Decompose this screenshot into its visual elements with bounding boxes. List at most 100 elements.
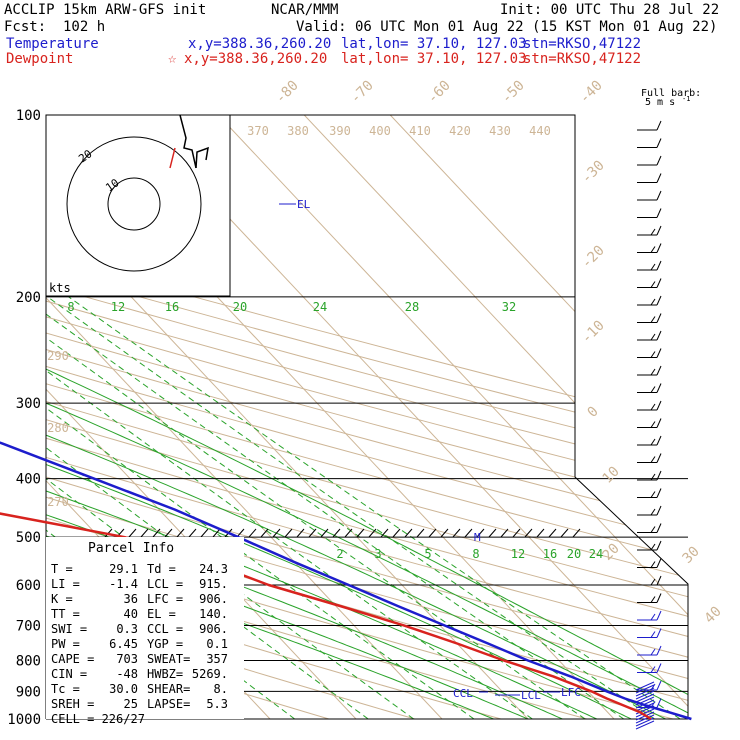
wind-barb-flag <box>656 453 662 463</box>
mixing-ratio-label: 28 <box>405 300 419 314</box>
hodograph-trace <box>179 114 197 169</box>
dewpoint-xy: x,y=388.36,260.20 <box>184 51 328 67</box>
parcel-row-value: 6.45 <box>109 637 138 651</box>
dry-adiabat-line <box>46 115 688 719</box>
wind-barb-flag <box>650 386 656 393</box>
wind-barb-flag <box>656 488 662 498</box>
wind-barb-flag <box>656 435 662 446</box>
mixing-ratio-label: 24 <box>313 300 327 314</box>
parcel-row-label: LI = <box>51 577 80 591</box>
hatch-mark <box>560 528 569 538</box>
wind-barb-flag <box>656 523 662 533</box>
wind-barb-flag <box>656 680 662 691</box>
barb-legend-title: Full barb: <box>641 88 701 99</box>
parcel-row-value: 5269. <box>192 667 228 681</box>
mixing-ratio-label: 16 <box>543 547 557 561</box>
wind-barb-flag <box>656 470 662 481</box>
theta-label: 390 <box>329 124 351 138</box>
pressure-tick-label: 900 <box>16 684 41 700</box>
hatch-mark <box>152 528 161 538</box>
wind-barb-flag <box>656 593 662 603</box>
parcel-row-value: 906. <box>199 592 228 606</box>
hodograph-trace-low <box>169 147 176 169</box>
wind-barb-flag <box>650 491 656 498</box>
mixing-ratio-label: 24 <box>589 547 603 561</box>
temperature-legend-label: Temperature <box>6 36 99 52</box>
dry-adiabat-line <box>46 115 688 719</box>
model-title: ACCLIP 15km ARW-GFS init <box>4 2 207 18</box>
parcel-row-value: 915. <box>199 577 228 591</box>
hatch-mark <box>164 528 173 538</box>
parcel-row-label: SWEAT= <box>147 652 190 666</box>
dry-adiabat-line <box>46 115 688 719</box>
parcel-row-value: 36 <box>124 592 138 606</box>
wind-barb-flag <box>656 155 662 166</box>
wind-barb-flag <box>650 578 656 586</box>
parcel-row-value: 29.1 <box>109 562 138 576</box>
wind-barb-flag <box>650 368 656 376</box>
wind-barb-flag <box>656 208 662 218</box>
theta-label: 280 <box>47 421 69 435</box>
parcel-row-label: SWI = <box>51 622 87 636</box>
wind-barb-flag <box>650 543 656 551</box>
parcel-row-value: 0.3 <box>116 622 138 636</box>
wind-barb-flag <box>656 330 662 341</box>
isotherm-label: -50 <box>499 78 528 107</box>
dry-adiabat-line <box>46 115 688 719</box>
wind-barb-flag <box>656 348 662 358</box>
wind-barb-flag <box>656 418 662 428</box>
parcel-row-label: TT = <box>51 607 80 621</box>
dewpoint-latlon: lat,lon= 37.10, 127.03 <box>341 51 527 67</box>
barb-legend-exponent: -1 <box>682 95 690 103</box>
wind-barb-flag <box>656 383 662 393</box>
wind-barb-flag <box>650 648 656 656</box>
wind-barb-flag <box>650 561 656 568</box>
wind-barb-flag <box>650 631 656 638</box>
mixing-ratio-line <box>68 296 681 719</box>
hodograph: 20 10 kts <box>45 114 231 297</box>
dry-adiabat-line <box>46 115 688 719</box>
wind-barb-flag <box>656 663 662 673</box>
wind-barb-lower <box>635 693 655 703</box>
wind-barb-lower <box>635 687 655 697</box>
dry-adiabat-line <box>46 115 688 719</box>
series-line-temperature <box>0 441 692 721</box>
ccl-marker: CCL <box>453 687 473 700</box>
hatch-mark <box>260 528 269 538</box>
pressure-tick-label: 200 <box>16 290 41 306</box>
hodograph-ring-label: 20 <box>76 147 94 165</box>
hatch-mark <box>536 528 545 538</box>
isotherm-label: 40 <box>702 604 725 627</box>
wind-barb-lower <box>635 684 655 694</box>
wind-barb-flag <box>650 666 656 673</box>
forecast-hour: Fcst: 102 h <box>4 19 106 35</box>
parcel-row-label: EL = <box>147 607 176 621</box>
dry-adiabat-line <box>46 115 688 719</box>
wind-barb-flag <box>656 698 662 708</box>
parcel-row-value: 0.1 <box>206 637 228 651</box>
lfc-marker: LFC <box>561 686 581 699</box>
parcel-row-label: CIN = <box>51 667 87 681</box>
mixing-ratio-label: 12 <box>111 300 125 314</box>
theta-label: 270 <box>47 495 69 509</box>
isotherm-label: -70 <box>348 78 377 107</box>
wind-barb-flag <box>650 456 656 463</box>
hatch-mark <box>380 528 389 538</box>
wind-barb-flag <box>656 575 662 586</box>
hatch-mark <box>140 528 149 538</box>
parcel-row-value: 25 <box>124 697 138 711</box>
mixing-ratio-label: 3 <box>374 547 381 561</box>
wind-barb-flag <box>650 438 656 446</box>
parcel-row-label: SREH = <box>51 697 94 711</box>
wind-barb-flag <box>650 316 656 323</box>
mixing-ratio-label: 20 <box>233 300 247 314</box>
wind-barb-flag <box>650 333 656 341</box>
parcel-row-label: YGP = <box>147 637 183 651</box>
isotherm-line <box>46 115 443 719</box>
wind-barb-flag <box>650 228 656 236</box>
isotherm-label: -20 <box>579 243 608 272</box>
wind-barb-flag <box>656 138 662 148</box>
wind-barb-flag <box>650 246 656 253</box>
parcel-row-value: -1.4 <box>109 577 138 591</box>
